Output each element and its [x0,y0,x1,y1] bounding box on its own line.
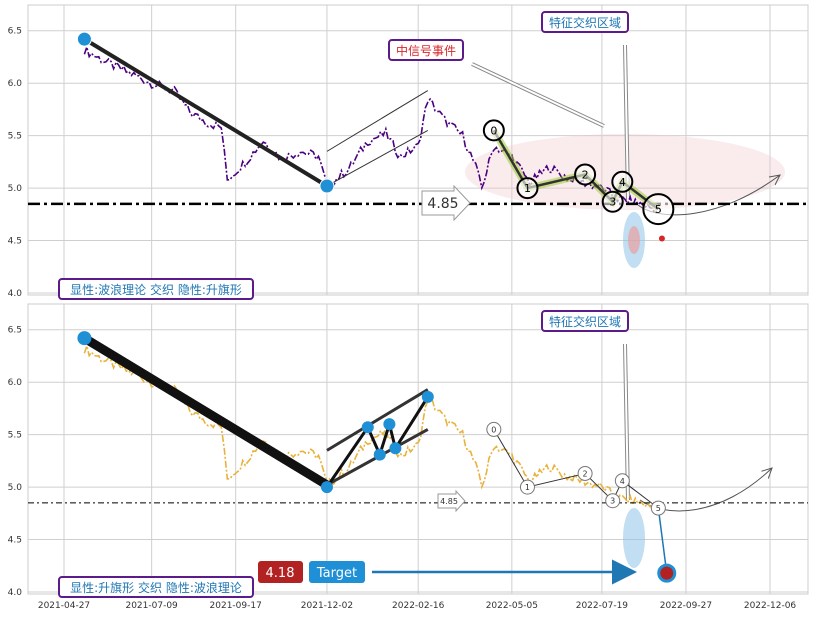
x-tick-label: 2022-02-16 [392,601,445,611]
flag-point [361,421,374,434]
wave-point-label: 2 [582,168,589,181]
pivot-point [76,31,92,47]
x-tick-label: 2022-07-19 [576,601,629,611]
x-tick-label: 2022-12-06 [744,601,797,611]
downtrend-line-bottom [82,334,330,489]
projection-halo-inner [628,226,640,254]
wave-point-label: 4 [619,176,626,189]
signal-event-label: 中信号事件 [388,39,464,61]
y-tick-label: 5.5 [8,431,22,441]
wave-point-circle-bottom [486,421,502,437]
x-tick-label: 2021-09-17 [210,601,262,611]
target-price-badge: 4.18 [258,561,303,583]
support-price-tag-bottom-text: 4.85 [440,497,458,506]
feature-region-label-top: 特征交织区域 [541,11,629,33]
wave-point-circle-bottom [577,465,593,481]
wave-point-circle-bottom [605,493,621,509]
bottom-panel: 0 1 2 3 4 5 4.85 4.18 Target 特征交织区域 显性:升旗形 交织… [28,310,808,598]
x-tick-label: 2021-12-02 [301,601,353,611]
y-tick-label: 5.5 [8,132,22,142]
pattern-label-top: 显性:波浪理论 交织 隐性:升旗形 [58,278,254,300]
bottom-marks: 0 1 2 3 4 5 [77,331,677,583]
support-price-tag-text: 4.85 [427,196,458,212]
grid-layer [28,5,808,594]
y-tick-label: 5.0 [8,483,23,493]
target-label-text: Target [316,566,357,581]
svg-text:特征交织区域: 特征交织区域 [549,314,621,329]
flag-zigzag [325,396,430,488]
wave-point-label: 3 [609,196,616,209]
y-tick-label: 6.0 [8,378,23,388]
axis-layer: 4.04.55.05.56.06.54.04.55.05.56.06.52021… [8,27,797,611]
y-tick-label: 4.0 [8,588,23,598]
wave-point-circle [601,190,624,213]
price-series [83,343,658,514]
target-projection-line [657,507,668,574]
target-label-badge: Target [309,561,365,583]
wave-point-circle [574,163,597,186]
y-tick-label: 6.5 [8,326,22,336]
wave-point-label: 5 [655,203,662,216]
wave-point-circle-bottom [614,473,630,489]
event-callout-arrow-core [471,63,605,127]
x-tick-label: 2022-05-05 [486,601,538,611]
flag-point [373,448,386,461]
wave-point-label: 1 [524,182,531,195]
x-tick-label: 2021-07-09 [125,601,178,611]
wave-point-circle [482,119,505,142]
wave-point-label-bottom: 0 [491,425,496,434]
support-price-tag-bottom: 4.85 [437,489,466,513]
downtrend-line [83,37,328,188]
x-tick-label: 2022-09-27 [660,601,712,611]
support-price-tag: 4.85 [421,184,471,222]
pattern-label-bottom: 显性:升旗形 交织 隐性:波浪理论 [58,576,254,598]
wave-point-label-bottom: 4 [620,477,625,486]
wave-point-label-bottom: 5 [656,504,661,513]
wave-point-label: 0 [490,124,497,137]
feature-region-label-bottom: 特征交织区域 [541,310,629,332]
bottom-lines [28,334,808,574]
flag-lower-line [326,129,429,187]
flag-point [320,481,333,494]
pivot-point [319,178,335,194]
target-point [657,563,677,583]
target-price-text: 4.18 [266,566,295,581]
y-tick-label: 4.5 [8,536,22,546]
region-vertical-arrow-bottom-core [624,343,629,501]
svg-text:中信号事件: 中信号事件 [396,43,456,58]
wave-point-circle [611,170,634,193]
flag-point [383,418,396,431]
svg-text:显性:波浪理论 交织 隐性:升旗形: 显性:波浪理论 交织 隐性:升旗形 [70,282,242,297]
wave-point-circle-bottom [519,479,535,495]
support-price-tag-bottom-shape [437,489,466,513]
flag-upper-line [326,90,429,152]
wave-point-label-bottom: 1 [525,483,530,492]
support-price-tag-shape [421,184,471,222]
y-tick-label: 5.0 [8,184,23,194]
y-tick-label: 6.5 [8,27,22,37]
y-tick-label: 6.0 [8,79,23,89]
projection-point [658,235,665,242]
projection-halo-bottom [623,508,645,568]
wave-point-label-bottom: 3 [610,497,615,506]
wave-path-bottom [493,429,659,509]
x-tick-label: 2021-04-27 [38,601,90,611]
wave-point-label-bottom: 2 [583,469,588,478]
wave-point-circle-bottom [650,500,666,516]
wave-point-circle [516,177,539,200]
pivot-point-bottom [77,331,92,346]
y-tick-label: 4.0 [8,289,23,299]
flag-point [389,442,402,455]
y-tick-label: 4.5 [8,237,22,247]
svg-text:显性:升旗形 交织 隐性:波浪理论: 显性:升旗形 交织 隐性:波浪理论 [70,580,242,595]
flag-point [421,390,434,403]
wave-point-circle [642,193,675,226]
svg-text:特征交织区域: 特征交织区域 [549,15,621,30]
top-marks: 0 1 2 34 5 [76,31,675,242]
top-panel: 0 1 2 34 5 4.85 特征交织区域 中信号事件 显性:波浪理论 交织 隐性:升… [28,11,808,300]
flag-upper-line-bottom [326,388,429,452]
